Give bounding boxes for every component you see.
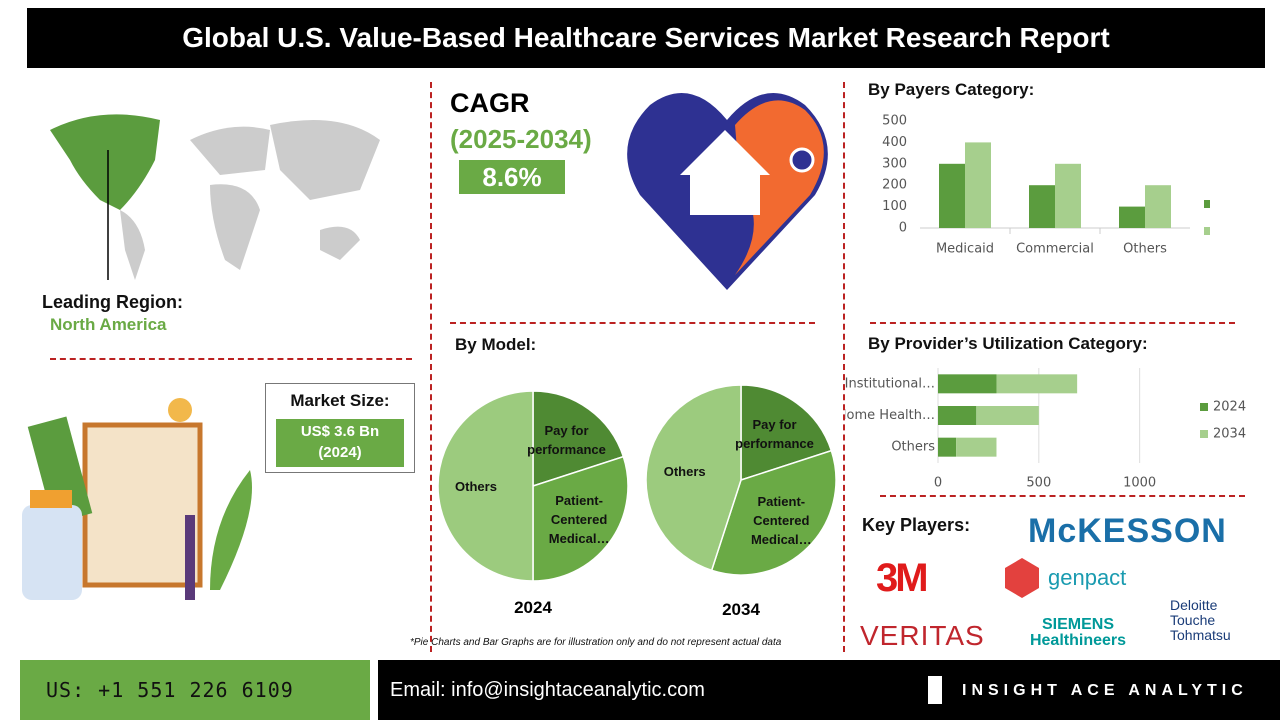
- footer-bar: [378, 660, 1280, 720]
- chart-title: By Payers Category:: [868, 80, 1035, 99]
- y-tick-label: 0: [899, 221, 907, 236]
- x-tick-label: Medicaid: [936, 242, 994, 257]
- slice-label: Patient-Centered Medical…: [750, 493, 812, 547]
- x-tick-label: 500: [1026, 476, 1051, 491]
- company: genpact: [1048, 565, 1127, 590]
- chart-title: By Provider’s Utilization Category:: [868, 334, 1148, 353]
- region-label: Leading Region:: [42, 292, 183, 312]
- pie-chart: [645, 384, 837, 576]
- bar: [938, 374, 997, 394]
- bar: [1119, 206, 1145, 228]
- company: Deloitte Touche Tohmatsu: [1166, 598, 1248, 662]
- bar: [1029, 185, 1055, 228]
- illustration: [22, 398, 252, 600]
- pie-slice: [532, 455, 629, 582]
- slice-label: Others: [663, 463, 706, 479]
- market-size-box: Market Size: US$ 3.6 Bn (2024): [265, 383, 415, 473]
- divider: [450, 322, 815, 324]
- y-tick-label: Institutional…: [845, 376, 935, 391]
- divider: [843, 82, 845, 652]
- legend-swatch: [1204, 227, 1210, 235]
- pie-slice: [710, 449, 837, 576]
- divider: [870, 322, 1235, 324]
- divider: [50, 358, 412, 360]
- market-size-value: US$ 3.6 Bn: [300, 423, 380, 440]
- market-size-label: Market Size:: [290, 391, 390, 410]
- bar: [976, 406, 1039, 425]
- brand-icon: [928, 676, 942, 704]
- company: VERITAS: [860, 620, 985, 651]
- y-tick-label: Others: [891, 440, 935, 455]
- bar: [956, 437, 997, 457]
- heart-logo: [627, 93, 828, 290]
- slice-label: Patient-Centered Medical…: [548, 493, 610, 546]
- bar: [1055, 163, 1081, 228]
- legend-swatch: [1200, 403, 1208, 411]
- company: 3M: [876, 556, 929, 600]
- pie-year: 2024: [514, 598, 552, 617]
- bar-chart: 0 100 200 300 400 500 Medicaid Commercial Others…: [882, 114, 1210, 257]
- y-tick-label: 200: [882, 178, 907, 193]
- footer-email: Email: info@insightaceanalytic.com: [390, 679, 705, 701]
- bar: [938, 437, 957, 457]
- legend-label: 2034: [1213, 427, 1246, 442]
- y-tick-label: 400: [882, 135, 907, 150]
- slice-label: Pay for performance: [735, 416, 814, 451]
- company: SIEMENS Healthineers: [1029, 616, 1127, 649]
- bar: [1145, 185, 1171, 228]
- pie-chart: [437, 390, 629, 582]
- x-tick-label: 0: [934, 476, 942, 491]
- y-tick-label: Home Health…: [845, 408, 935, 423]
- legend-swatch: [1204, 200, 1210, 208]
- pie-slice: [437, 390, 534, 582]
- market-size-year: (2024): [318, 444, 362, 461]
- key-players-label: Key Players:: [862, 515, 971, 535]
- bar: [965, 142, 991, 228]
- cagr-label: CAGR: [450, 88, 530, 118]
- footer-brand: INSIGHT ACE ANALYTIC: [962, 682, 1248, 699]
- cagr-period: (2025-2034): [450, 124, 592, 154]
- company-icon: [1005, 558, 1039, 598]
- pie-slice: [645, 384, 742, 572]
- pie-slice: [532, 390, 625, 488]
- cagr-value: 8.6%: [459, 160, 565, 194]
- x-tick-label: Others: [1123, 242, 1167, 257]
- chart-title: By Model:: [455, 335, 537, 354]
- slice-label: Others: [455, 478, 497, 494]
- divider: [430, 82, 432, 652]
- x-tick-label: 1000: [1123, 476, 1156, 491]
- bar: [996, 374, 1078, 394]
- legend-swatch: [1200, 430, 1208, 438]
- y-tick-label: 500: [882, 114, 907, 129]
- region-value: North America: [50, 315, 167, 334]
- y-tick-label: 100: [882, 199, 907, 214]
- divider: [880, 495, 1245, 497]
- bar: [938, 406, 977, 425]
- y-tick-label: 300: [882, 156, 907, 171]
- world-map: [50, 114, 380, 280]
- footer-phone: US: +1 551 226 6109: [20, 660, 370, 720]
- legend-label: 2024: [1213, 400, 1246, 415]
- pie-slice: [740, 384, 833, 482]
- company: McKESSON: [1028, 512, 1227, 550]
- stacked-bar-chart: 0 500 1000 Institutional… Home Health… Others…: [845, 368, 1246, 491]
- footnote: *Pie Charts and Bar Graphs are for illus…: [410, 637, 782, 648]
- pie-year: 2034: [722, 600, 760, 619]
- bar: [939, 163, 965, 228]
- slice-label: Pay for performance: [527, 422, 606, 457]
- header-title: Global U.S. Value-Based Healthcare Servi…: [27, 8, 1265, 68]
- x-tick-label: Commercial: [1016, 242, 1094, 257]
